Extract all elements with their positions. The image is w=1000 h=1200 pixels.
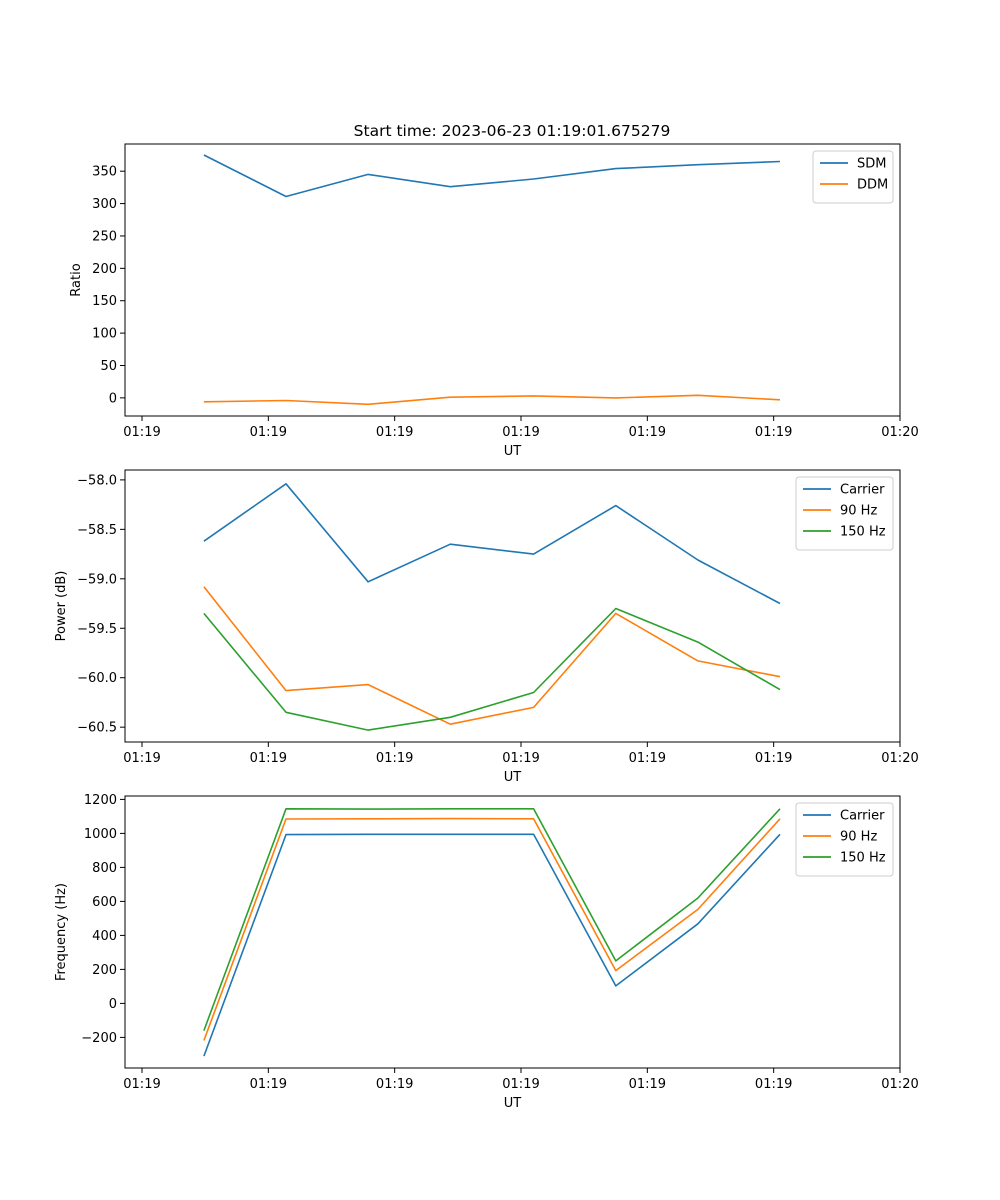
legend: Carrier 90 Hz 150 Hz (795, 802, 894, 877)
y-tick-label: 100 (92, 327, 117, 342)
x-tick-label: 01:19 (755, 1077, 792, 1092)
x-tick-label: 01:19 (250, 1077, 287, 1092)
x-tick-label: 01:19 (376, 751, 413, 766)
x-axis-label: UT (504, 444, 522, 459)
series-line-150-hz (203, 607, 781, 731)
x-tick-label: 01:19 (250, 751, 287, 766)
x-tick-label: 01:19 (502, 1077, 539, 1092)
y-tick-label: 250 (92, 229, 117, 244)
x-tick-label: 01:19 (502, 425, 539, 440)
x-tick-label: 01:19 (629, 1077, 666, 1092)
y-axis-label: Power (dB) (54, 571, 69, 642)
series-line-ddm (203, 394, 781, 406)
legend-entry: 90 Hz (840, 504, 877, 519)
series-line-sdm (203, 154, 781, 198)
x-tick-label: 01:19 (629, 751, 666, 766)
x-tick-label: 01:19 (123, 425, 160, 440)
x-tick-label: 01:19 (376, 1077, 413, 1092)
y-tick-label: 300 (92, 197, 117, 212)
x-tick-label: 01:20 (881, 425, 918, 440)
y-tick-label: 1200 (84, 793, 117, 808)
series-line-carrier (203, 482, 781, 605)
series-line-90-hz (203, 586, 781, 726)
chart-panel-3: 01:19 01:19 01:19 01:19 01:19 01:19 01:20 −200 0… (54, 793, 919, 1111)
y-axis-label: Frequency (Hz) (54, 883, 69, 981)
chart-panels: 01:19 01:19 01:19 01:19 01:19 01:19 01:20 0 50 10… (54, 143, 919, 1111)
y-tick-label: 1000 (84, 827, 117, 842)
legend-entry: Carrier (840, 809, 885, 824)
y-tick-label: −58.5 (77, 523, 117, 538)
y-tick-label: −58.0 (77, 473, 117, 488)
series-line-150-hz (203, 807, 781, 1031)
axes-frame (124, 143, 901, 417)
x-axis-label: UT (504, 770, 522, 785)
y-tick-label: 150 (92, 294, 117, 309)
legend-entry: DDM (857, 178, 888, 193)
x-tick-label: 01:20 (881, 1077, 918, 1092)
y-tick-label: 0 (109, 997, 117, 1012)
legend-entry: SDM (857, 157, 886, 172)
y-tick-label: −59.5 (77, 622, 117, 637)
y-tick-label: 0 (109, 391, 117, 406)
y-tick-label: −60.0 (77, 671, 117, 686)
axes-frame (124, 469, 901, 743)
x-tick-label: 01:19 (123, 751, 160, 766)
legend-entry: 150 Hz (840, 851, 886, 866)
series-line-carrier (203, 833, 781, 1057)
axes-frame (124, 795, 901, 1069)
x-tick-label: 01:19 (376, 425, 413, 440)
y-tick-label: 200 (92, 963, 117, 978)
legend-entry: 150 Hz (840, 525, 886, 540)
x-tick-label: 01:19 (123, 1077, 160, 1092)
x-tick-label: 01:19 (755, 751, 792, 766)
legend-entry: 90 Hz (840, 830, 877, 845)
x-tick-label: 01:20 (881, 751, 918, 766)
series-line-90-hz (203, 817, 781, 1041)
y-axis-label: Ratio (69, 263, 84, 296)
x-tick-label: 01:19 (755, 425, 792, 440)
x-tick-label: 01:19 (502, 751, 539, 766)
y-tick-label: 350 (92, 165, 117, 180)
y-tick-label: 200 (92, 262, 117, 277)
legend: SDM DDM (812, 150, 894, 204)
y-tick-label: 600 (92, 895, 117, 910)
x-axis-label: UT (504, 1096, 522, 1111)
legend-entry: Carrier (840, 483, 885, 498)
chart-panel-2: 01:19 01:19 01:19 01:19 01:19 01:19 01:20 −58.0… (54, 469, 919, 785)
y-tick-label: 800 (92, 861, 117, 876)
figure-title: Start time: 2023-06-23 01:19:01.675279 (354, 122, 671, 140)
legend: Carrier 90 Hz 150 Hz (795, 476, 894, 551)
y-tick-label: −60.5 (77, 721, 117, 736)
y-tick-label: −59.0 (77, 572, 117, 587)
x-tick-label: 01:19 (629, 425, 666, 440)
x-tick-label: 01:19 (250, 425, 287, 440)
y-tick-label: 400 (92, 929, 117, 944)
chart-panel-1: 01:19 01:19 01:19 01:19 01:19 01:19 01:20 0 50 10… (69, 143, 919, 459)
legend-box (812, 150, 894, 204)
y-tick-label: −200 (81, 1031, 117, 1046)
y-tick-label: 50 (100, 359, 117, 374)
